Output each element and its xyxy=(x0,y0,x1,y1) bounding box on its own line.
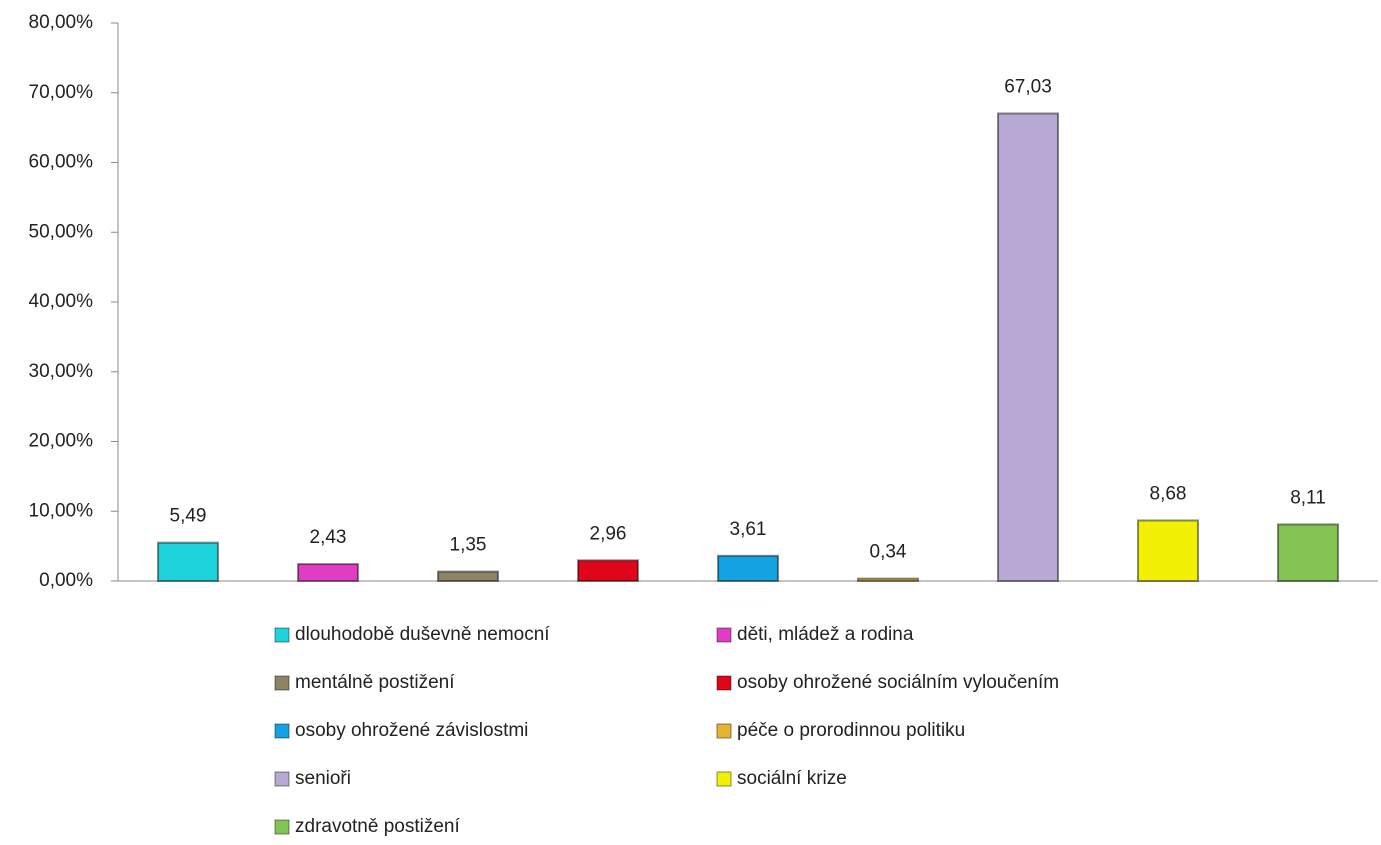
legend-swatch xyxy=(274,771,290,787)
value-label: 2,96 xyxy=(590,523,627,544)
legend-label: senioři xyxy=(295,768,351,789)
y-tick-label: 50,00% xyxy=(29,221,94,242)
legend-label: osoby ohrožené sociálním vyloučením xyxy=(737,672,1059,693)
value-label: 67,03 xyxy=(1004,76,1052,97)
bar xyxy=(437,570,499,582)
legend-swatch xyxy=(716,627,732,643)
legend-swatch xyxy=(716,723,732,739)
y-tick-label: 20,00% xyxy=(29,431,94,452)
legend-swatch xyxy=(274,723,290,739)
bar xyxy=(717,554,779,583)
legend-label: péče o prorodinnou politiku xyxy=(737,720,965,741)
value-label: 1,35 xyxy=(450,535,487,556)
y-tick-label: 80,00% xyxy=(29,12,94,33)
bar xyxy=(1277,523,1339,582)
legend-swatch xyxy=(716,771,732,787)
y-tick-label: 10,00% xyxy=(29,500,94,521)
bar xyxy=(297,563,359,582)
value-label: 0,34 xyxy=(870,542,907,563)
legend-label: dlouhodobě duševně nemocní xyxy=(295,624,550,645)
value-label: 5,49 xyxy=(170,506,207,527)
legend-swatch xyxy=(274,819,290,835)
y-tick-label: 40,00% xyxy=(29,291,94,312)
legend-swatch xyxy=(274,627,290,643)
bar xyxy=(577,559,639,583)
legend-label: osoby ohrožené závislostmi xyxy=(295,720,528,741)
bar xyxy=(1137,519,1199,582)
y-tick-label: 70,00% xyxy=(29,82,94,103)
bar xyxy=(857,577,919,582)
legend-label: mentálně postižení xyxy=(295,672,455,693)
bar xyxy=(997,112,1059,582)
legend-swatch xyxy=(274,675,290,691)
bar xyxy=(157,541,219,583)
y-tick-label: 60,00% xyxy=(29,152,94,173)
legend-swatch xyxy=(716,675,732,691)
value-label: 8,68 xyxy=(1150,483,1187,504)
value-label: 8,11 xyxy=(1290,487,1326,508)
value-label: 2,43 xyxy=(310,527,347,548)
legend-label: zdravotně postižení xyxy=(295,816,460,837)
legend-label: děti, mládež a rodina xyxy=(737,624,914,645)
y-tick-label: 30,00% xyxy=(29,361,94,382)
value-label: 3,61 xyxy=(730,519,767,540)
y-tick-label: 0,00% xyxy=(39,570,93,591)
legend-label: sociální krize xyxy=(737,768,847,789)
